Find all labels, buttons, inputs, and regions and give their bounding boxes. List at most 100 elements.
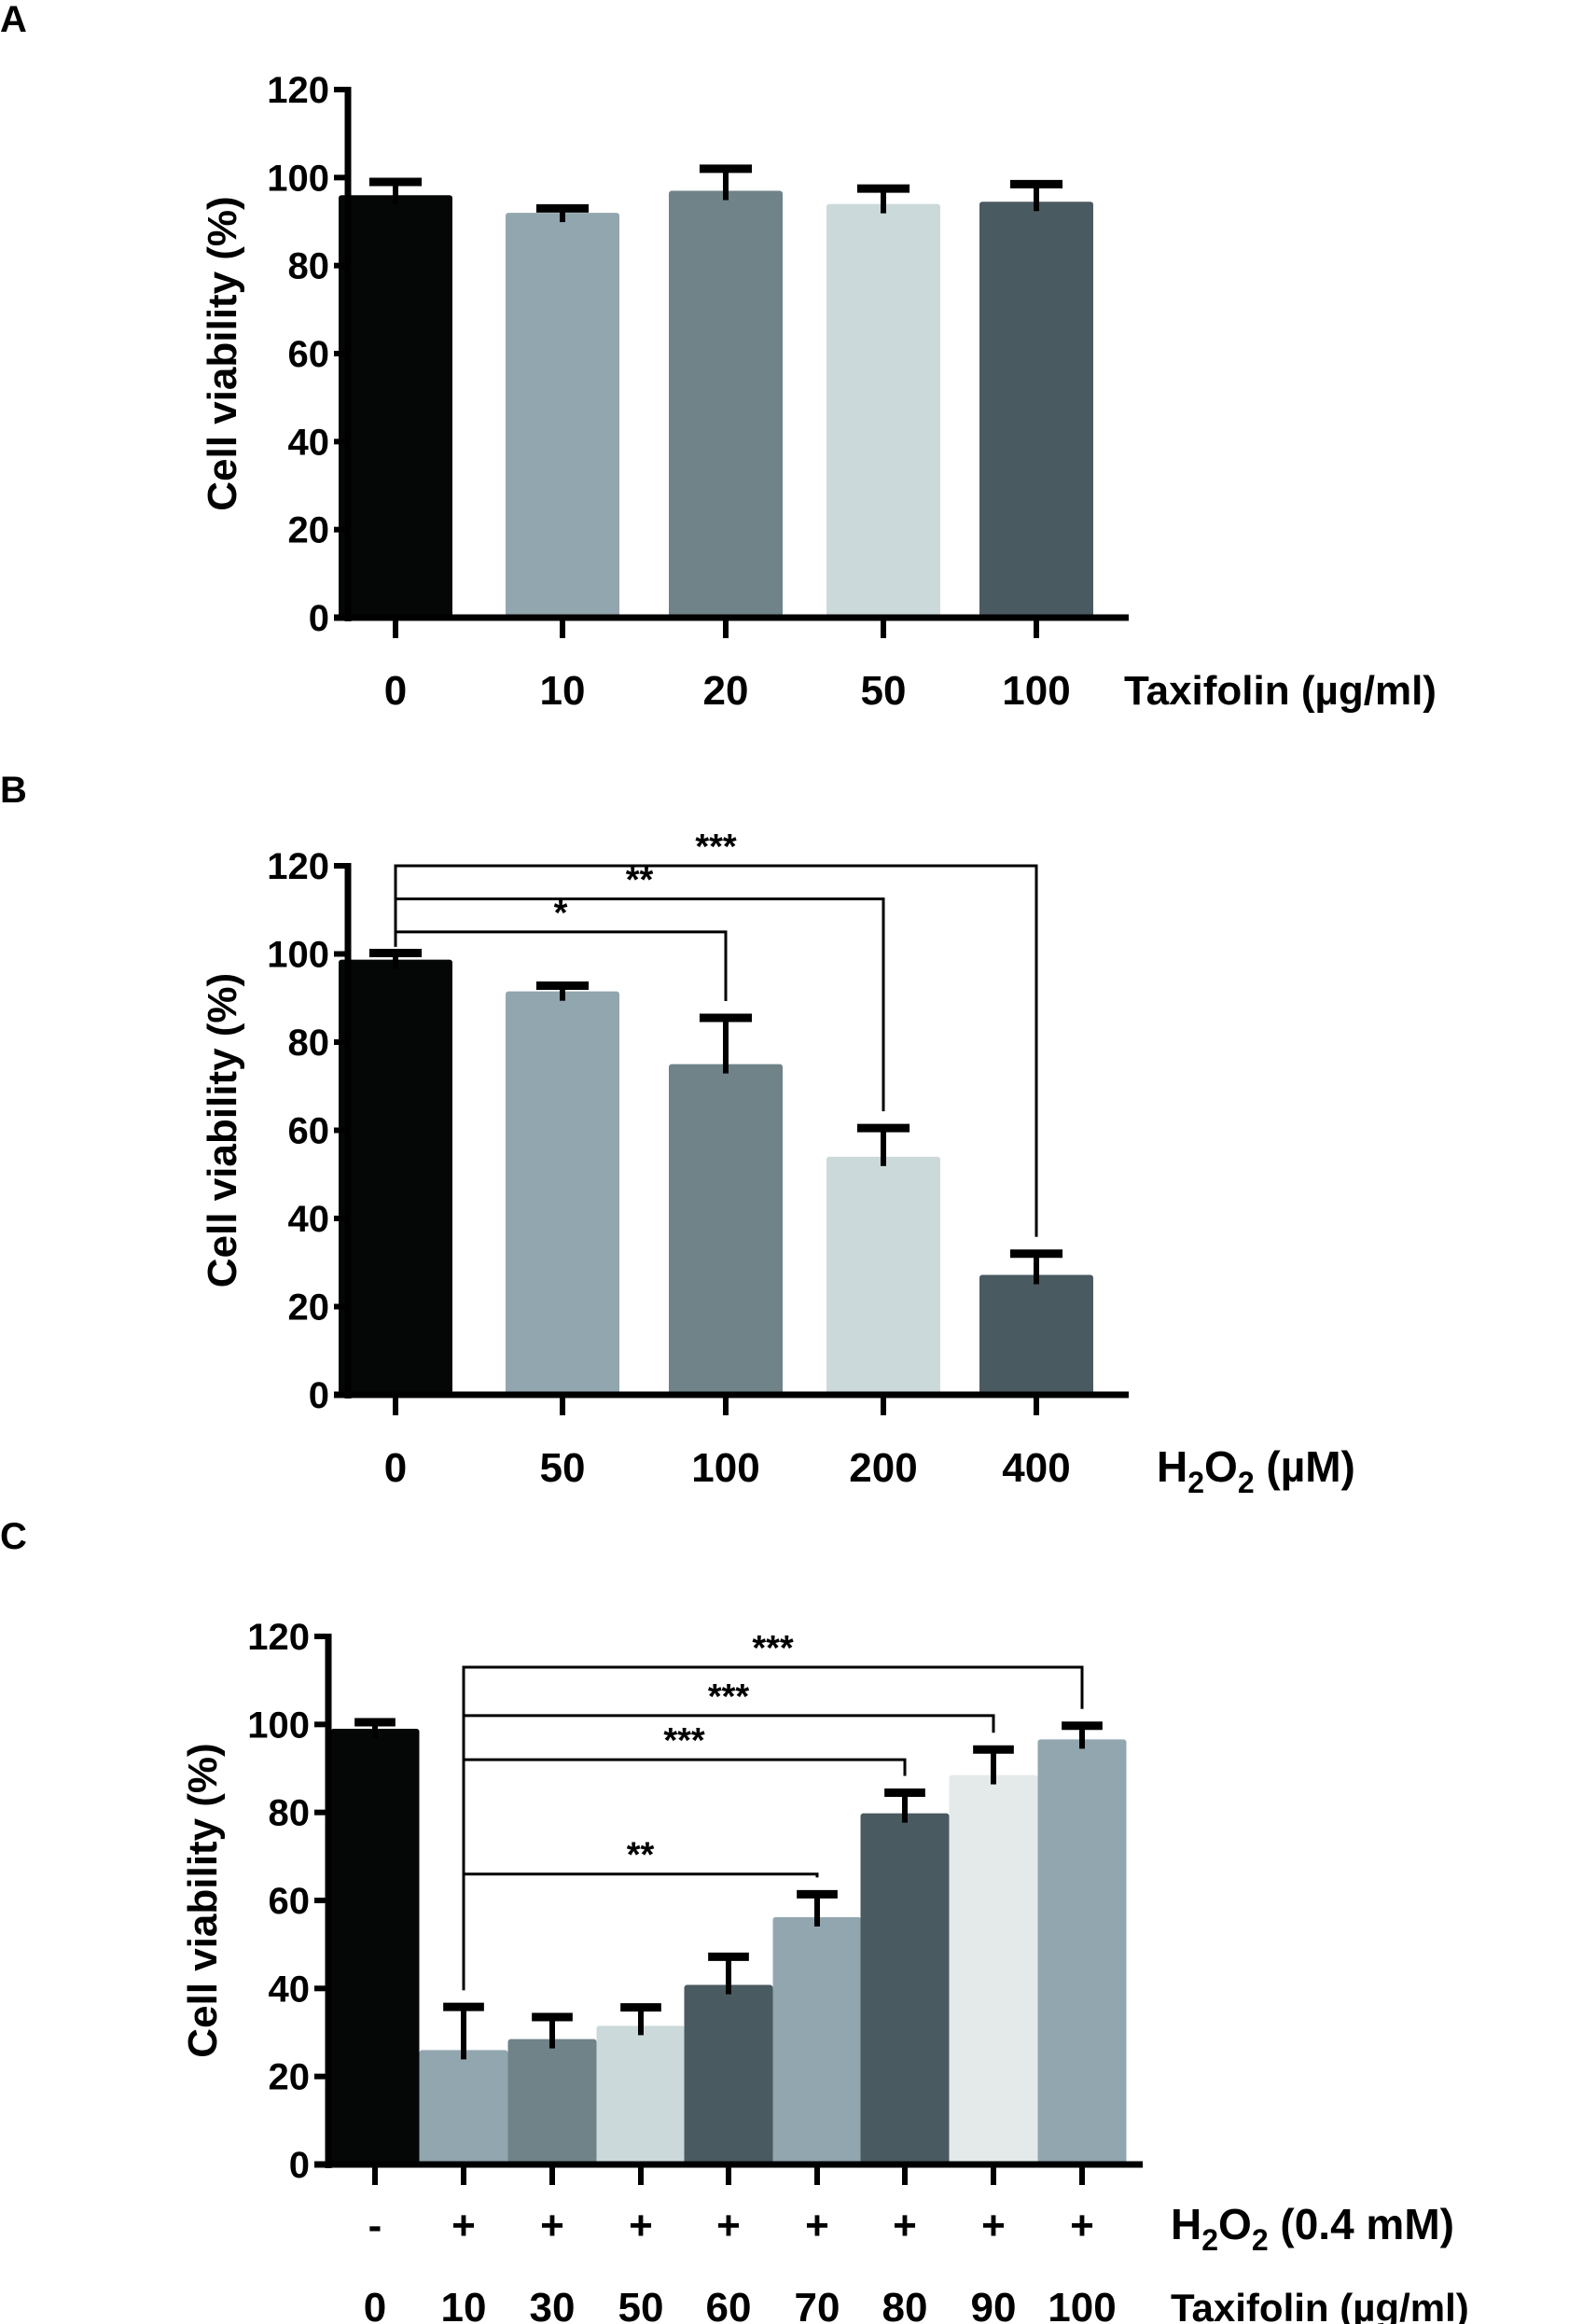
bar: [330, 1729, 420, 2164]
x-axis-label: Taxifolin (µg/ml): [1171, 2286, 1469, 2324]
significance-label: ***: [752, 1629, 794, 1668]
x-axis-label: Taxifolin (µg/ml): [1124, 668, 1437, 714]
label-sub: 2: [1201, 2223, 1218, 2257]
significance-bracket: [462, 1872, 819, 1889]
x-tick-label: 200: [849, 1445, 917, 1491]
significance-label: ***: [708, 1677, 750, 1717]
y-tick-label: 20: [269, 2057, 311, 2098]
x-tick-label: 60: [706, 2285, 752, 2324]
y-tick-label: 120: [267, 70, 329, 111]
label-part: (0.4 mM): [1269, 2200, 1454, 2248]
y-tick-label: 20: [288, 1287, 330, 1329]
bar: [669, 1064, 783, 1395]
bar: [949, 1774, 1038, 2164]
bar: [669, 190, 783, 618]
significance-bracket: [394, 930, 728, 1002]
x-axis-label: H2O2 (µM): [1157, 1442, 1355, 1499]
x-tick-label: 80: [882, 2285, 928, 2324]
y-tick-label: 40: [288, 1199, 330, 1240]
x-axis-label-sub: 2: [1187, 1466, 1204, 1499]
bar: [419, 2050, 508, 2164]
label-part: O: [1218, 2200, 1252, 2248]
x-tick-label: 100: [1002, 668, 1070, 714]
x-tick-label: 10: [540, 668, 586, 714]
x-tick-label: 400: [1002, 1445, 1070, 1491]
h2o2-sign: +: [629, 2203, 653, 2248]
y-tick-label: 60: [269, 1881, 311, 1922]
bar: [596, 2025, 686, 2164]
h2o2-sign: +: [451, 2203, 476, 2248]
y-tick-label: 40: [269, 1969, 311, 2010]
h2o2-sign: -: [368, 2203, 382, 2248]
bar: [826, 1156, 940, 1395]
y-axis-label: Cell viability (%): [200, 973, 245, 1287]
significance-bracket: [394, 864, 1038, 1237]
x-tick-label: 0: [384, 1445, 407, 1491]
significance-label: ***: [695, 828, 737, 867]
x-axis-label-part: O: [1204, 1442, 1238, 1491]
significance-bracket: [462, 1665, 1084, 1709]
x-tick-label: 0: [364, 2285, 386, 2324]
h2o2-sign: +: [805, 2203, 829, 2248]
significance-label: *: [554, 894, 568, 933]
bar: [772, 1916, 862, 2164]
x-tick-label: 100: [691, 1445, 759, 1491]
h2o2-sign: +: [1070, 2203, 1094, 2248]
bar: [339, 959, 452, 1395]
y-axis-label: Cell viability (%): [180, 1743, 226, 2057]
x-tick-label: 10: [441, 2285, 487, 2324]
x-axis-label-part: H: [1157, 1442, 1187, 1491]
h2o2-sign: +: [540, 2203, 564, 2248]
x-tick-label: 30: [530, 2285, 576, 2324]
y-tick-label: 100: [247, 1705, 310, 1746]
bar: [506, 991, 619, 1395]
significance-label: ***: [663, 1721, 705, 1760]
y-tick-label: 100: [267, 935, 329, 976]
x-axis-label-sub: 2: [1238, 1466, 1255, 1499]
h2o2-sign: +: [716, 2203, 741, 2248]
x-tick-label: 0: [384, 668, 407, 714]
y-tick-label: 0: [309, 1375, 329, 1416]
x-tick-label: 100: [1048, 2285, 1116, 2324]
panel-label: B: [0, 770, 27, 811]
y-tick-label: 80: [269, 1793, 311, 1834]
bar: [826, 203, 940, 618]
panel-label: A: [0, 0, 27, 40]
bar: [1037, 1739, 1127, 2164]
x-tick-label: 70: [795, 2285, 840, 2324]
chart-panel-b: B 0 20 40 60 80 100 120 0 50 100 200 400 Cell viabili…: [0, 770, 1355, 1499]
significance-label: **: [627, 1836, 655, 1875]
y-tick-label: 20: [288, 510, 330, 551]
y-tick-label: 60: [288, 334, 330, 375]
chart-panel-a: A 0 20 40 60 80 100 120 0 10 20 50 100 Cell viability…: [0, 0, 1437, 714]
significance-bracket: [462, 1758, 907, 1776]
y-tick-label: 60: [288, 1111, 330, 1152]
label-sub: 2: [1252, 2223, 1269, 2257]
bar: [979, 1274, 1093, 1395]
y-axis-label: Cell viability (%): [200, 196, 245, 510]
y-tick-label: 40: [288, 422, 330, 463]
significance-bracket: [462, 1714, 995, 1733]
y-tick-label: 80: [288, 1023, 330, 1064]
y-tick-label: 0: [309, 598, 329, 639]
bar: [684, 1984, 773, 2164]
bar: [979, 202, 1093, 618]
label-part: H: [1171, 2200, 1201, 2248]
x-tick-label: 50: [540, 1445, 586, 1491]
bar: [507, 2039, 597, 2164]
x-tick-label: 20: [703, 668, 749, 714]
y-tick-label: 0: [289, 2145, 310, 2186]
x-tick-label: 90: [971, 2285, 1017, 2324]
x-tick-label: 50: [861, 668, 907, 714]
x-tick-label: 50: [618, 2285, 664, 2324]
h2o2-row-label: H2O2 (0.4 mM): [1171, 2200, 1454, 2257]
panel-label: C: [0, 1516, 27, 1557]
y-tick-label: 80: [288, 246, 330, 287]
bar: [506, 213, 619, 619]
y-tick-label: 120: [267, 846, 329, 887]
chart-panel-c: C 0 20 40 60 80 100 120 0 10 30 50 60 70 80 90 100 Cell v…: [0, 1516, 1469, 2324]
bar: [860, 1813, 950, 2164]
x-axis-label-part: (µM): [1255, 1442, 1355, 1491]
bar: [339, 195, 452, 618]
